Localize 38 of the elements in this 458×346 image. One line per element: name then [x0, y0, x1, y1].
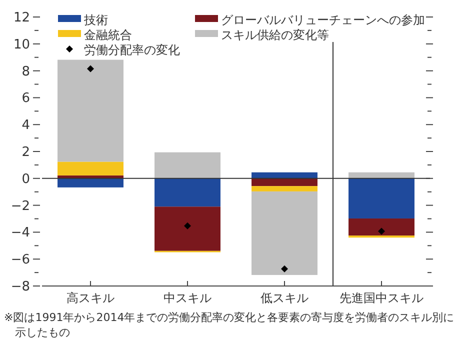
y-tick-label: 12	[13, 10, 30, 26]
x-tick-label: 中スキル	[164, 291, 212, 305]
y-tick-label: −6	[10, 252, 30, 268]
point	[87, 65, 94, 72]
bar	[58, 162, 124, 176]
point	[184, 222, 191, 230]
bar	[154, 206, 220, 251]
y-tick-label: −4	[10, 226, 30, 241]
y-tick-label: 2	[22, 145, 30, 160]
bar	[252, 191, 318, 275]
bar	[348, 172, 414, 178]
bar	[58, 60, 124, 162]
point	[281, 265, 288, 272]
text: ※図は1991年から2014年までの労働分配率の変化と各要素の寄与度を労働者のスキル別に示したもの	[4, 310, 456, 340]
bar	[58, 178, 124, 188]
bar	[348, 178, 414, 218]
bar	[348, 218, 414, 236]
bar	[252, 186, 318, 192]
y-tick-label: 10	[13, 37, 30, 52]
y-tick-label: 8	[22, 64, 30, 80]
x-tick-label: 低スキル	[260, 291, 308, 305]
bar	[154, 152, 220, 178]
x-tick-label: 先進国中スキル	[340, 291, 424, 305]
legend-label: スキル供給の変化等	[221, 28, 329, 42]
y-tick-label: −2	[10, 198, 30, 214]
bar	[252, 178, 318, 186]
y-tick-label: −8	[10, 280, 30, 294]
bar	[154, 178, 220, 207]
legend-label: 金融統合	[84, 28, 132, 42]
legend-label: 労働分配率の変化	[84, 43, 180, 57]
y-tick-label: 0	[22, 172, 30, 187]
y-tick-label: 6	[22, 91, 30, 106]
y-tick-label: 4	[22, 118, 30, 134]
legend-label: 技術	[83, 13, 108, 27]
point	[378, 228, 385, 235]
legend-label: グローバルバリューチェーンへの参加	[221, 13, 425, 27]
x-tick-label: 高スキル	[66, 291, 114, 305]
bar	[252, 172, 318, 178]
